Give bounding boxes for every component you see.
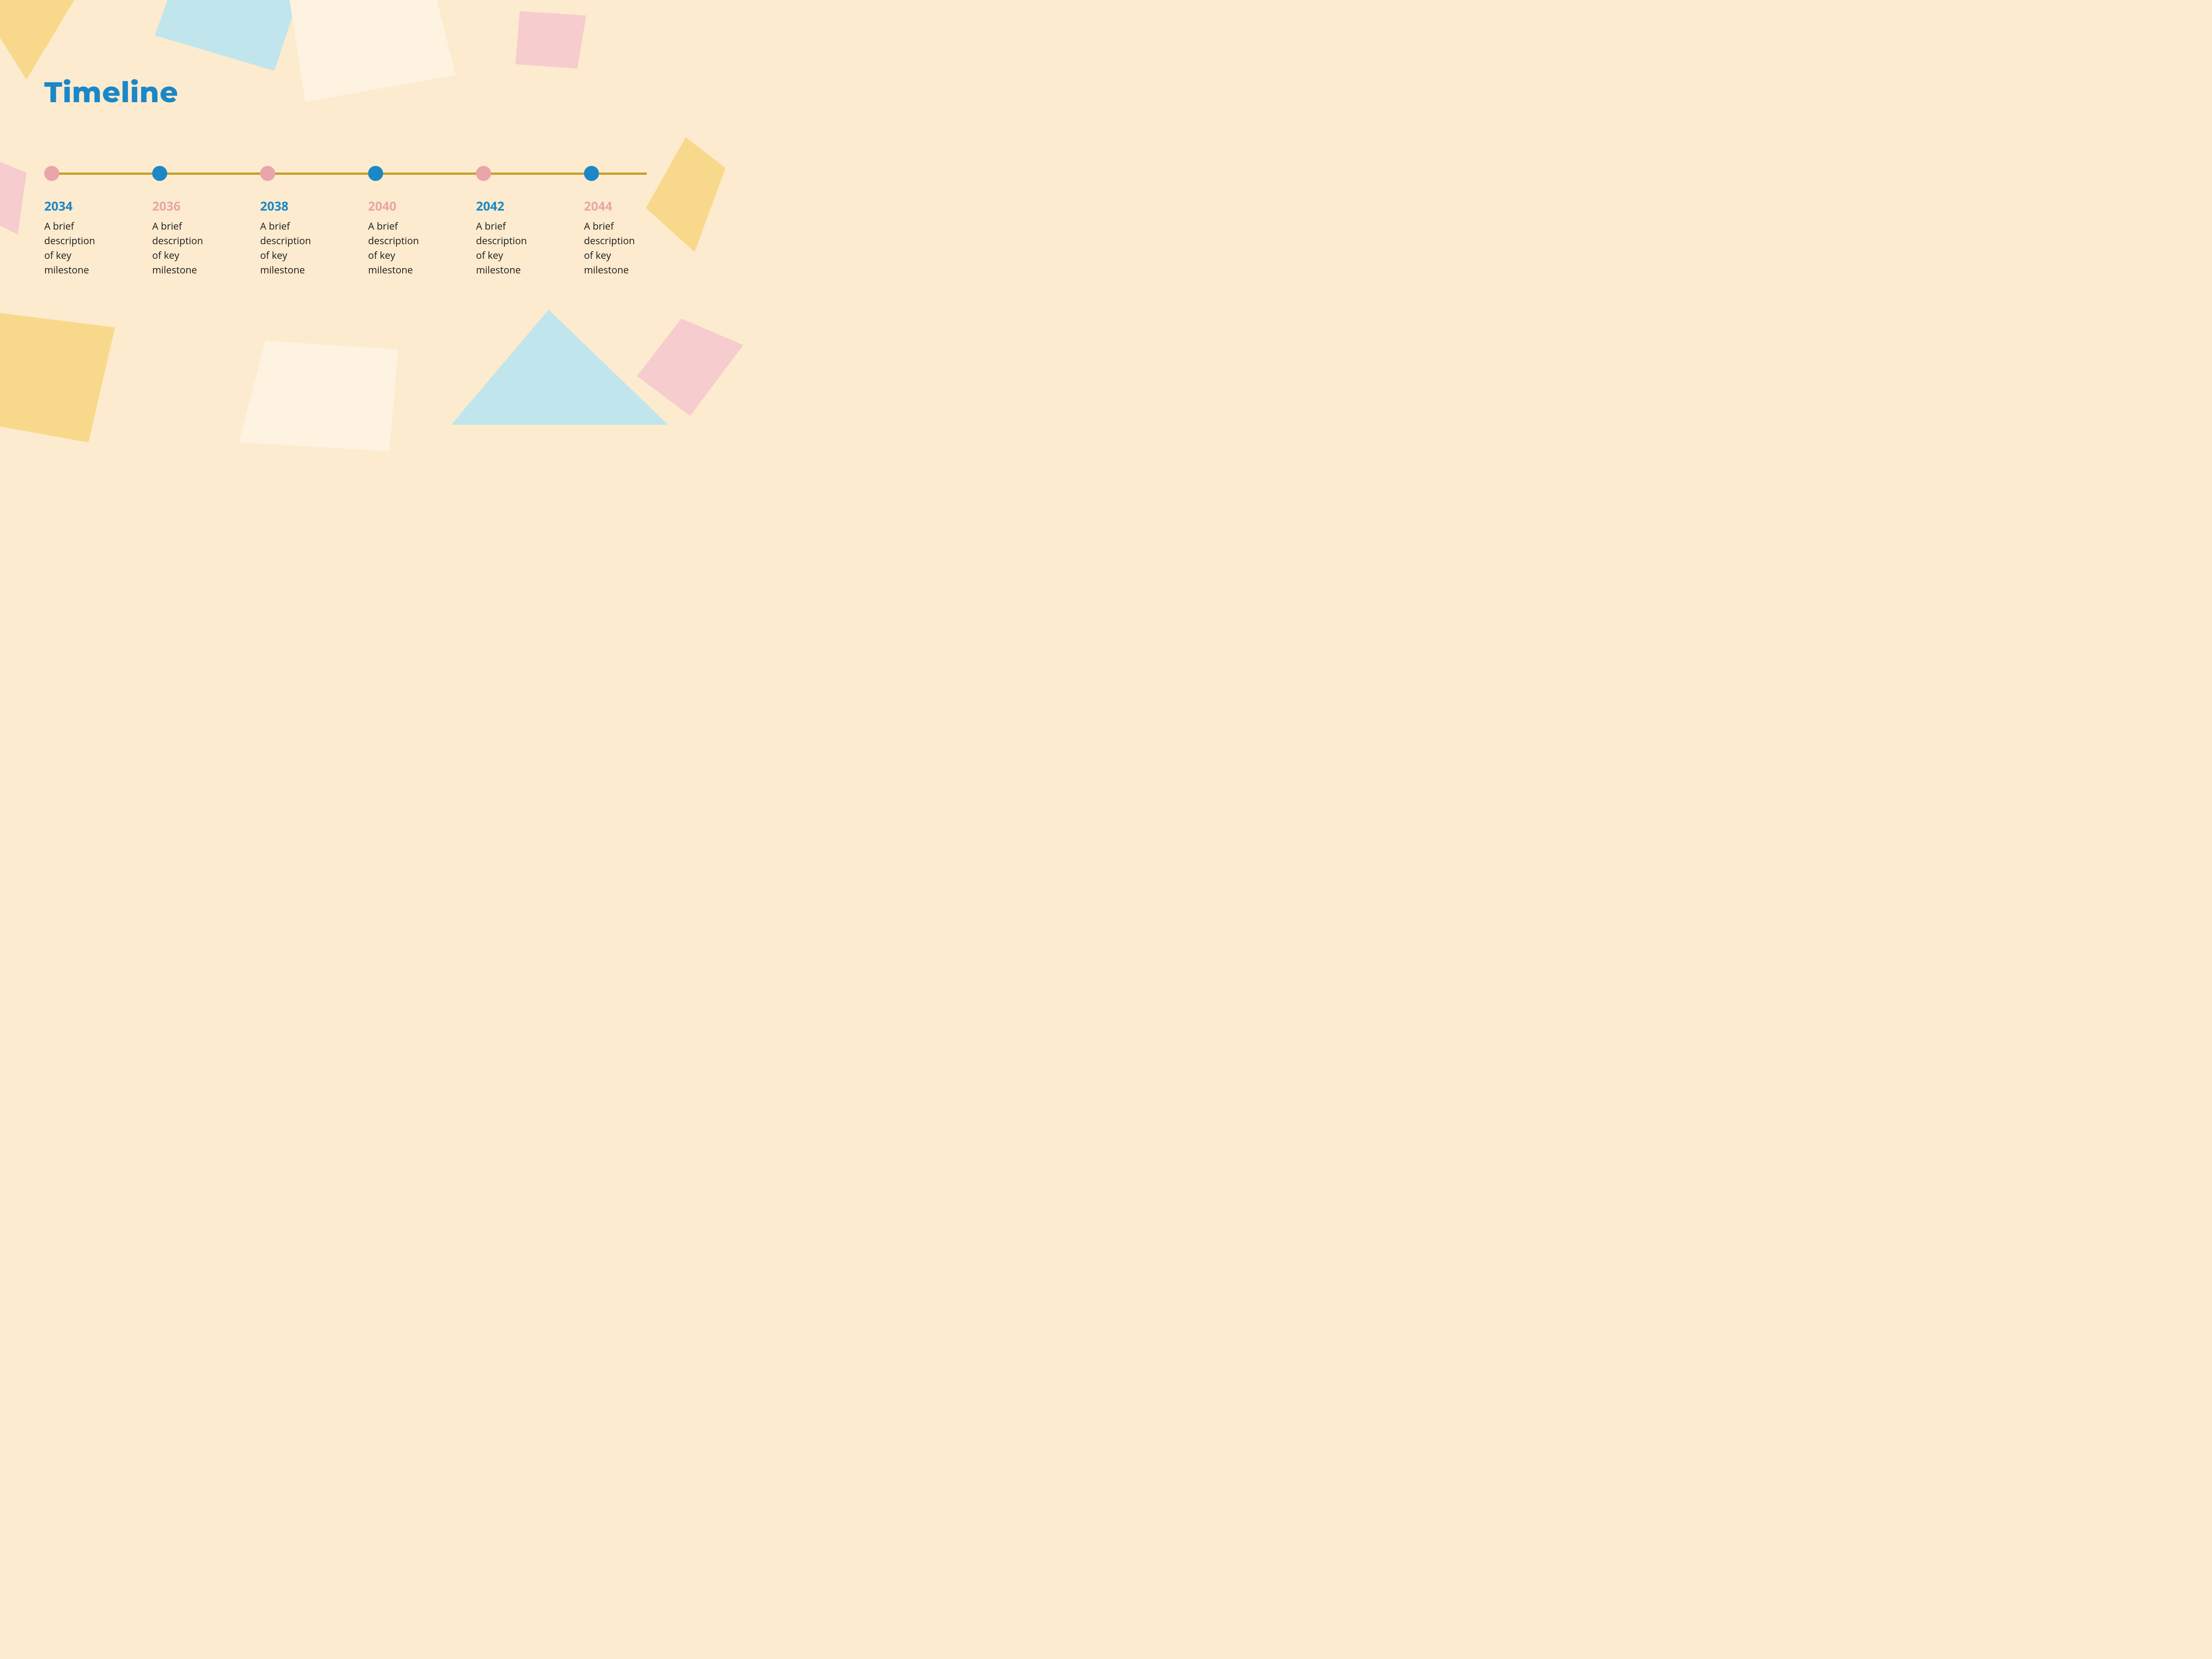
milestones-row: 2034 A brief description of key milestone…: [44, 166, 655, 277]
milestone-dot: [584, 166, 599, 181]
timeline: 2034 A brief description of key milestone…: [44, 166, 655, 277]
milestone-year: 2042: [476, 198, 504, 215]
milestone-dot: [476, 166, 491, 181]
milestone-dot: [260, 166, 275, 181]
decorative-shape: [239, 341, 407, 456]
milestone-2042: 2042 A brief description of key milestone: [476, 166, 547, 277]
milestone-description: A brief description of key milestone: [260, 219, 322, 277]
milestone-year: 2036: [152, 198, 180, 215]
milestone-2040: 2040 A brief description of key milestone: [368, 166, 439, 277]
milestone-year: 2040: [368, 198, 396, 215]
milestone-description: A brief description of key milestone: [44, 219, 106, 277]
milestone-description: A brief description of key milestone: [476, 219, 538, 277]
milestone-year: 2038: [260, 198, 288, 215]
decorative-shape: [0, 155, 35, 243]
milestone-2034: 2034 A brief description of key milestone: [44, 166, 115, 277]
milestone-description: A brief description of key milestone: [152, 219, 214, 277]
milestone-dot: [152, 166, 167, 181]
decorative-shape: [655, 319, 752, 420]
milestone-year: 2034: [44, 198, 73, 215]
milestone-2038: 2038 A brief description of key milestone: [260, 166, 331, 277]
milestone-year: 2044: [584, 198, 612, 215]
milestone-2036: 2036 A brief description of key milestone: [152, 166, 223, 277]
decorative-shape: [88, 0, 248, 80]
decorative-shape: [288, 0, 465, 111]
page-title: Timeline: [44, 75, 178, 110]
decorative-shape: [520, 11, 591, 73]
milestone-description: A brief description of key milestone: [368, 219, 430, 277]
decorative-shape: [686, 137, 748, 261]
milestone-dot: [368, 166, 383, 181]
milestone-2044: 2044 A brief description of key milestone: [584, 166, 655, 277]
milestone-description: A brief description of key milestone: [584, 219, 646, 277]
milestone-dot: [44, 166, 59, 181]
decorative-shape: [0, 310, 124, 451]
